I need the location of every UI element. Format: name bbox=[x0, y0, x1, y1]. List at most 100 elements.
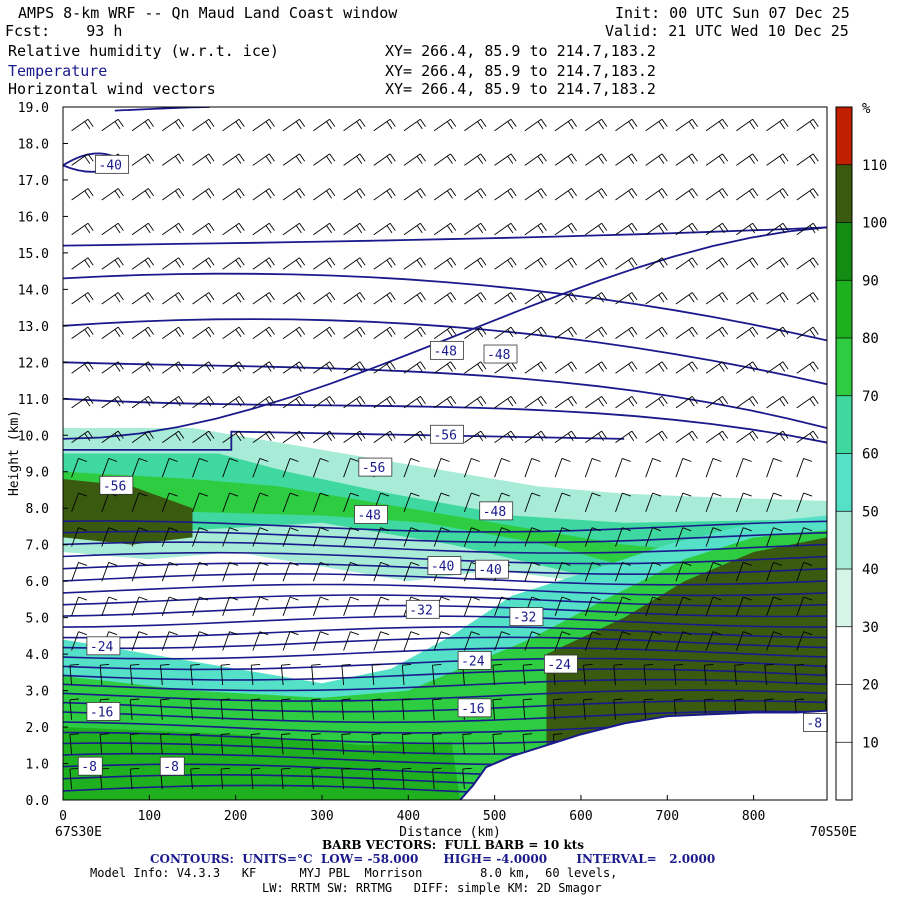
contour-label-box bbox=[457, 651, 492, 670]
wind-barb bbox=[252, 631, 269, 651]
contour-label: -32 bbox=[513, 611, 536, 626]
wind-barb bbox=[162, 257, 185, 270]
wind-barb bbox=[280, 767, 291, 790]
valid-time: Valid: 21 UTC Wed 10 Dec 25 bbox=[605, 22, 849, 40]
wind-barb bbox=[766, 361, 789, 374]
wind-barb bbox=[615, 222, 638, 236]
wind-barb bbox=[796, 430, 819, 443]
wind-barb bbox=[343, 430, 366, 443]
wind-barb bbox=[162, 430, 185, 443]
wind-barb bbox=[494, 222, 517, 236]
wind-barb bbox=[494, 596, 511, 616]
contour-label-box bbox=[99, 475, 134, 495]
wind-barb bbox=[705, 118, 729, 132]
wind-barb bbox=[645, 292, 668, 305]
wind-barb bbox=[101, 292, 124, 305]
wind-barb bbox=[131, 188, 154, 201]
wind-barb bbox=[161, 561, 178, 582]
wind-barb bbox=[615, 188, 638, 201]
wind-barb bbox=[403, 527, 420, 547]
wind-barb bbox=[222, 457, 239, 478]
wind-barb bbox=[524, 153, 547, 166]
contour-label-box bbox=[358, 457, 393, 477]
wind-barb bbox=[522, 698, 533, 720]
rh-band-lower-100 bbox=[546, 537, 827, 746]
contour-label: -16 bbox=[461, 702, 484, 717]
wind-barb bbox=[71, 457, 88, 478]
wind-barb bbox=[522, 733, 533, 755]
wind-barb bbox=[735, 527, 752, 547]
isotherm bbox=[63, 530, 827, 544]
wind-barb bbox=[432, 733, 442, 755]
wind-barb bbox=[282, 631, 299, 651]
wind-barb bbox=[192, 188, 215, 201]
wind-barb bbox=[312, 527, 329, 547]
wind-barb bbox=[494, 527, 511, 547]
wind-barb bbox=[734, 663, 744, 686]
wind-barb bbox=[494, 153, 517, 166]
wind-barb bbox=[645, 457, 662, 478]
wind-barb bbox=[252, 396, 275, 409]
wind-barb bbox=[615, 527, 631, 547]
wind-barb bbox=[252, 257, 275, 270]
wind-barb bbox=[222, 326, 245, 339]
wind-barb bbox=[585, 153, 608, 166]
y-tick-label: 8.0 bbox=[26, 502, 49, 517]
wind-barb bbox=[250, 663, 261, 686]
wind-barb bbox=[675, 153, 698, 166]
isotherm bbox=[63, 573, 827, 586]
contour-label-box bbox=[77, 756, 103, 776]
wind-barb bbox=[584, 527, 601, 547]
wind-barb bbox=[343, 457, 360, 478]
wind-barb bbox=[403, 118, 426, 132]
wind-barb bbox=[766, 292, 789, 305]
wind-barb bbox=[463, 492, 480, 513]
wind-barb bbox=[101, 118, 124, 132]
wind-barb bbox=[705, 457, 722, 478]
wind-barb bbox=[524, 631, 541, 651]
wind-barb bbox=[162, 326, 185, 339]
wind-barb bbox=[433, 527, 450, 547]
colorbar-bin bbox=[836, 395, 852, 454]
wind-barb bbox=[433, 631, 450, 651]
wind-barb bbox=[645, 153, 668, 166]
wind-barb bbox=[252, 188, 275, 201]
wind-barb bbox=[645, 561, 662, 582]
contour-label: -48 bbox=[433, 344, 456, 359]
isotherm bbox=[63, 710, 827, 724]
wind-barb bbox=[371, 663, 382, 686]
contour-label: -40 bbox=[99, 158, 122, 173]
wind-barb bbox=[524, 457, 541, 478]
wind-barb bbox=[613, 663, 623, 686]
terrain-layer bbox=[459, 709, 827, 800]
wind-barb bbox=[222, 153, 245, 166]
wind-barb bbox=[464, 188, 487, 201]
wind-barb bbox=[343, 118, 366, 132]
wind-barb bbox=[524, 326, 547, 339]
wind-barb bbox=[552, 698, 563, 720]
wind-barb bbox=[675, 457, 692, 478]
wind-barb bbox=[736, 430, 759, 443]
wind-barb bbox=[675, 361, 698, 374]
wind-barb bbox=[554, 457, 571, 478]
wind-barb bbox=[373, 292, 396, 305]
wind-barb bbox=[464, 222, 487, 236]
wind-barb bbox=[252, 222, 275, 236]
wind-barb bbox=[311, 733, 321, 755]
wind-barb bbox=[796, 596, 813, 616]
contour-label-box bbox=[457, 698, 492, 718]
wind-barb bbox=[161, 492, 178, 513]
isotherm-upper bbox=[63, 318, 827, 386]
wind-barb bbox=[341, 733, 351, 755]
wind-barb bbox=[554, 561, 571, 582]
wind-barb bbox=[222, 596, 239, 616]
colorbar-tick-label: 100 bbox=[862, 216, 887, 232]
wind-barb bbox=[796, 326, 819, 339]
isotherm bbox=[63, 668, 827, 681]
wind-barb bbox=[736, 118, 759, 132]
contour-label: -8 bbox=[806, 716, 822, 731]
field-temperature-xy: XY= 266.4, 85.9 to 214.7,183.2 bbox=[385, 62, 656, 80]
wind-barb bbox=[280, 733, 291, 755]
wind-barb bbox=[343, 561, 360, 582]
wind-barb bbox=[99, 733, 110, 755]
